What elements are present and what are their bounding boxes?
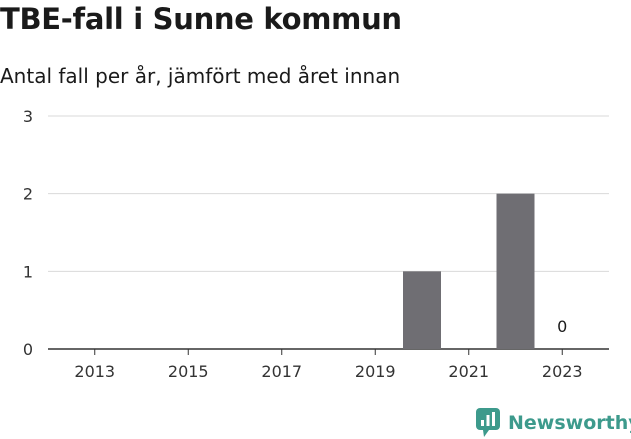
- y-tick-label: 0: [23, 340, 33, 359]
- chart-subtitle: Antal fall per år, jämfört med året inna…: [0, 64, 401, 88]
- x-tick-label: 2019: [355, 362, 396, 381]
- chart-title: TBE-fall i Sunne kommun: [0, 2, 402, 36]
- x-tick-label: 2017: [261, 362, 302, 381]
- bar-2022: [496, 193, 535, 349]
- bars: [403, 193, 535, 349]
- newsworthy-logo-icon: [476, 408, 500, 437]
- y-tick-label: 1: [23, 262, 33, 281]
- y-tick-label: 2: [23, 185, 33, 204]
- bar-2020: [403, 271, 441, 349]
- x-tick-label: 2023: [542, 362, 583, 381]
- x-axis-ticks: 2013 2015 2017 2019 2021 2023: [74, 349, 583, 381]
- x-tick-label: 2013: [74, 362, 115, 381]
- y-axis-ticks: 0 1 2 3: [23, 107, 33, 359]
- brand-logo: Newsworthy: [476, 408, 631, 438]
- data-label: 0: [557, 317, 567, 336]
- y-tick-label: 3: [23, 107, 33, 126]
- brand-name: Newsworthy: [508, 412, 631, 434]
- x-tick-label: 2021: [448, 362, 489, 381]
- data-labels: 0: [557, 317, 567, 336]
- x-tick-label: 2015: [168, 362, 209, 381]
